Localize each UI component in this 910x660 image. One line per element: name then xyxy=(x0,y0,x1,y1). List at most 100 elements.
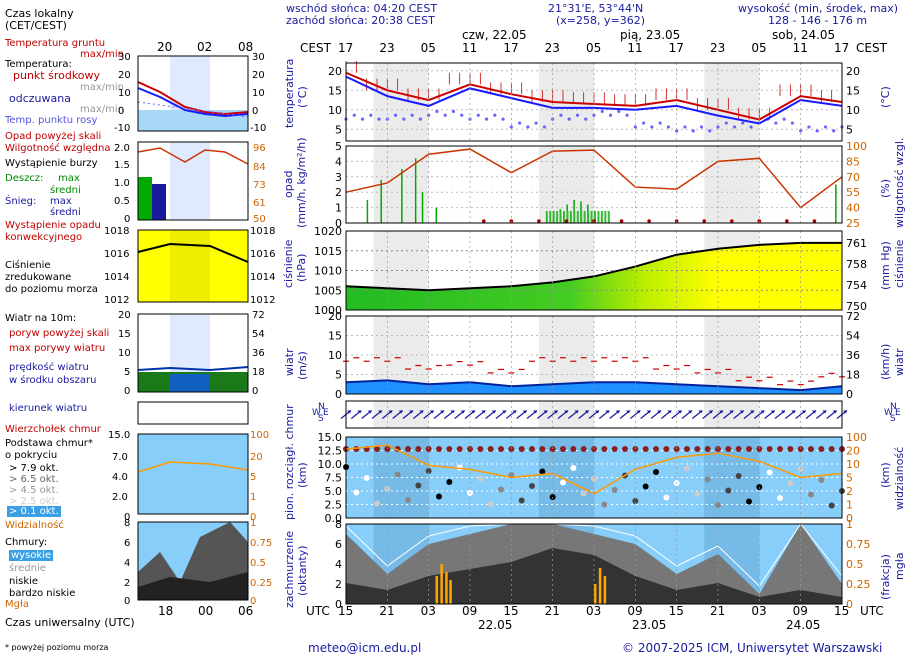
cloud-top-dot xyxy=(570,446,577,452)
legend-rain-max: max xyxy=(58,173,80,184)
dew-point-dot xyxy=(410,113,414,117)
mini-temp-r1: 20 xyxy=(252,70,265,81)
day-bottom-3: 24.05 xyxy=(786,618,821,632)
legend-soil-temp: Temperatura gruntu xyxy=(5,38,106,49)
mini-temp-l3: 0 xyxy=(118,106,125,117)
mini-press-r1: 1016 xyxy=(250,249,276,260)
cloud-base-dot xyxy=(570,465,577,471)
legend-utc-time: Czas uniwersalny (UTC) xyxy=(5,616,135,629)
convective-dot xyxy=(785,219,789,223)
temp-tick-l-2: 10 xyxy=(328,104,342,117)
dew-point-dot xyxy=(575,113,580,117)
convective-dot xyxy=(702,219,707,223)
night-band-dir-1 xyxy=(538,401,594,428)
cloud-base-dot xyxy=(735,473,742,479)
fog-tick-2: 0.5 xyxy=(846,558,864,571)
fog-bar xyxy=(445,572,448,604)
precip-mean-bar xyxy=(607,211,610,223)
precip-tick-5: 0 xyxy=(335,217,342,230)
legend-bottom-hour-3: 06 xyxy=(238,604,254,618)
dew-point-dot xyxy=(509,125,513,129)
dew-point-dot xyxy=(600,109,604,113)
bottom-hour-10: 03 xyxy=(751,604,767,618)
wind-arrow-head xyxy=(832,410,837,414)
wind-arrow-head xyxy=(512,410,517,414)
legend-top-hour-2: 02 xyxy=(197,40,213,54)
wind-tick-r-4: 0 xyxy=(846,388,853,401)
mini-temp-r4: -10 xyxy=(250,123,267,134)
legend-okt01: > 0.1 okt. xyxy=(7,506,61,517)
cloud-top-dot xyxy=(487,446,494,452)
wind-arrow-head xyxy=(708,410,713,414)
dew-point-dot xyxy=(484,117,489,121)
top-hour-10: 05 xyxy=(751,41,767,55)
dew-point-dot xyxy=(427,113,431,117)
cloud-base-dot xyxy=(632,498,639,504)
fog-bar xyxy=(598,568,602,604)
dew-point-dot xyxy=(518,121,522,125)
bottom-hour-6: 03 xyxy=(586,604,602,618)
mini-press-l1: 1016 xyxy=(104,249,130,260)
wind-arrow-head xyxy=(595,410,599,414)
mini-press-r3: 1012 xyxy=(250,295,276,306)
bottom-hour-12: 15 xyxy=(834,604,850,618)
night-band-dir-2 xyxy=(704,401,760,428)
cloud-base-dot xyxy=(663,494,670,501)
top-hour-3: 11 xyxy=(462,41,478,55)
precip-mean-bar xyxy=(594,211,596,223)
cloud-top-dot xyxy=(818,446,825,452)
dew-point-dot xyxy=(716,125,720,129)
cloud-top-dot xyxy=(622,446,628,452)
night-band-dir-0 xyxy=(373,401,429,428)
mini-press-l0: 1018 xyxy=(104,226,130,237)
mini-cover-l1: 6 xyxy=(124,538,131,549)
dew-point-dot xyxy=(394,113,398,117)
wind-arrow-head xyxy=(688,410,692,414)
night-band-precip-2 xyxy=(704,146,760,223)
mini-wind-l0: 20 xyxy=(118,310,131,321)
cloud-base-dot xyxy=(808,491,814,498)
cloud-base-dot xyxy=(580,490,587,497)
dew-point-dot xyxy=(741,121,745,125)
mini-wind-r0: 72 xyxy=(252,310,265,321)
temp-tick-l-1: 15 xyxy=(328,84,342,97)
wind-arrow-head xyxy=(657,410,661,414)
cloud-tick-4: 5.0 xyxy=(325,485,343,498)
mini-precip-l0: 2.0 xyxy=(114,143,130,154)
footer-email[interactable]: meteo@icm.edu.pl xyxy=(308,641,422,655)
cloud-top-dot xyxy=(415,446,422,452)
top-hour-11: 11 xyxy=(792,41,808,55)
precip-mean-bar xyxy=(563,211,565,223)
temp-tick-r-3: 5 xyxy=(846,123,853,136)
dew-point-dot xyxy=(617,109,621,113)
cloud-base-dot xyxy=(818,477,825,483)
mini-wind-r4: 0 xyxy=(252,386,259,397)
height-values: 128 - 146 - 176 m xyxy=(768,14,868,27)
convective-dot xyxy=(619,219,624,223)
cloud-top-dot xyxy=(704,446,711,452)
wind-arrow-head xyxy=(801,410,806,414)
precip-mean-bar xyxy=(576,211,579,223)
dew-point-dot xyxy=(666,125,671,129)
dew-point-dot xyxy=(592,113,596,117)
vis-tick-6: 0 xyxy=(846,512,853,525)
bottom-hour-5: 21 xyxy=(544,604,560,618)
cloud-base-dot xyxy=(611,487,618,493)
legend-feels-like: odczuwana xyxy=(9,92,71,105)
vis-tick-3: 5 xyxy=(846,472,853,485)
legend-pressure: Ciśnienie xyxy=(5,260,51,271)
mini-wind-l4: 0 xyxy=(124,386,131,397)
dew-point-dot xyxy=(377,117,381,121)
fog-bar xyxy=(594,584,597,604)
mini-precip-l1: 1.5 xyxy=(114,160,130,171)
legend-snow-max: max xyxy=(50,196,72,207)
dew-point-dot xyxy=(493,113,497,117)
mini-temp-r0: 30 xyxy=(252,52,265,63)
dew-point-dot xyxy=(443,113,447,117)
cloud-base-dot xyxy=(704,476,711,483)
cloud-base-dot xyxy=(529,483,535,489)
wind-arrow-head xyxy=(739,410,744,414)
precip-bar xyxy=(414,158,417,223)
dew-point-dot xyxy=(675,129,679,133)
cloud-tick-6: 0.0 xyxy=(325,512,343,525)
